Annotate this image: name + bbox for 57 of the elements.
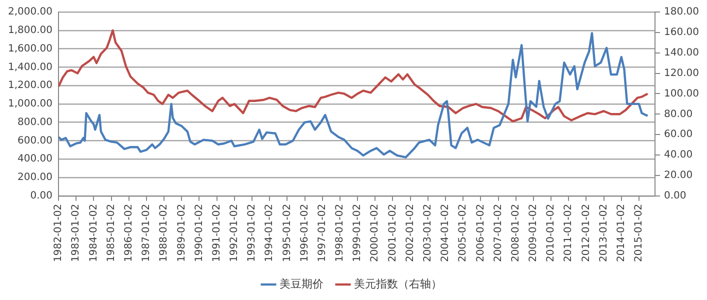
x-tick-label: 2011-01-02 bbox=[563, 204, 574, 262]
x-tick-label: 2012-01-02 bbox=[580, 204, 592, 262]
y-tick-label: 600.00 bbox=[18, 135, 53, 146]
y2-tick-label: 160.00 bbox=[664, 27, 700, 38]
x-tick-label: 2003-01-02 bbox=[422, 204, 434, 262]
x-tick-label: 2015-01-02 bbox=[634, 204, 645, 262]
x-tick-label: 1997-01-02 bbox=[316, 204, 328, 262]
y2-tick-label: 40.00 bbox=[664, 150, 693, 161]
y2-tick-label: 140.00 bbox=[664, 47, 700, 58]
y2-tick-label: 180.00 bbox=[664, 6, 700, 18]
x-tick-label: 2014-01-02 bbox=[616, 204, 627, 262]
x-tick-label: 2004-01-02 bbox=[440, 204, 452, 262]
x-tick-label: 2009-01-02 bbox=[528, 204, 540, 262]
y-tick-label: 1,200.00 bbox=[8, 80, 53, 92]
legend-label: 美元指数（右轴） bbox=[354, 277, 442, 290]
x-tick-label: 1989-01-02 bbox=[176, 204, 188, 262]
x-tick-label: 1992-01-02 bbox=[228, 204, 240, 262]
x-tick-label: 2001-01-02 bbox=[387, 204, 398, 262]
y-tick-label: 0.00 bbox=[30, 190, 53, 202]
x-tick-label: 1996-01-02 bbox=[299, 204, 310, 262]
y-tick-label: 1,400.00 bbox=[8, 62, 53, 73]
x-tick-label: 1987-01-02 bbox=[141, 204, 152, 262]
x-tick-label: 2005-01-02 bbox=[458, 204, 469, 262]
y-tick-label: 1,000.00 bbox=[8, 98, 53, 110]
x-tick-label: 2000-01-02 bbox=[370, 204, 381, 262]
y-tick-label: 800.00 bbox=[18, 116, 53, 128]
x-tick-label: 1995-01-02 bbox=[282, 204, 293, 262]
y-tick-label: 2,000.00 bbox=[8, 6, 53, 18]
x-tick-label: 2007-01-02 bbox=[492, 204, 504, 262]
x-tick-label: 1988-01-02 bbox=[158, 204, 170, 262]
x-tick-label: 1983-01-02 bbox=[70, 204, 82, 262]
x-tick-label: 1999-01-02 bbox=[352, 204, 364, 262]
y2-tick-label: 80.00 bbox=[664, 108, 693, 120]
x-tick-label: 2013-01-02 bbox=[598, 204, 610, 262]
x-tick-label: 1994-01-02 bbox=[264, 204, 276, 262]
x-tick-label: 1982-01-02 bbox=[53, 204, 64, 262]
y2-tick-label: 60.00 bbox=[664, 129, 693, 140]
y2-tick-label: 0.00 bbox=[664, 190, 686, 202]
x-tick-label: 1984-01-02 bbox=[88, 204, 100, 262]
y-tick-label: 1,600.00 bbox=[8, 43, 53, 54]
x-tick-label: 1990-01-02 bbox=[194, 204, 205, 262]
y-tick-label: 1,800.00 bbox=[8, 24, 53, 36]
y2-tick-label: 100.00 bbox=[664, 88, 700, 100]
legend-label: 美豆期价 bbox=[280, 277, 324, 290]
x-tick-label: 1993-01-02 bbox=[246, 204, 258, 262]
x-tick-label: 1985-01-02 bbox=[106, 204, 117, 262]
x-tick-label: 2006-01-02 bbox=[475, 204, 486, 262]
y2-tick-label: 120.00 bbox=[664, 68, 700, 79]
x-tick-label: 2002-01-02 bbox=[404, 204, 416, 262]
x-tick-label: 2010-01-02 bbox=[546, 204, 557, 262]
y-tick-label: 400.00 bbox=[18, 154, 53, 165]
x-tick-label: 1986-01-02 bbox=[123, 204, 134, 262]
x-tick-label: 1991-01-02 bbox=[211, 204, 222, 262]
y2-tick-label: 20.00 bbox=[664, 170, 693, 182]
x-tick-label: 1998-01-02 bbox=[334, 204, 346, 262]
y-tick-label: 200.00 bbox=[18, 172, 53, 184]
x-tick-label: 2008-01-02 bbox=[510, 204, 522, 262]
